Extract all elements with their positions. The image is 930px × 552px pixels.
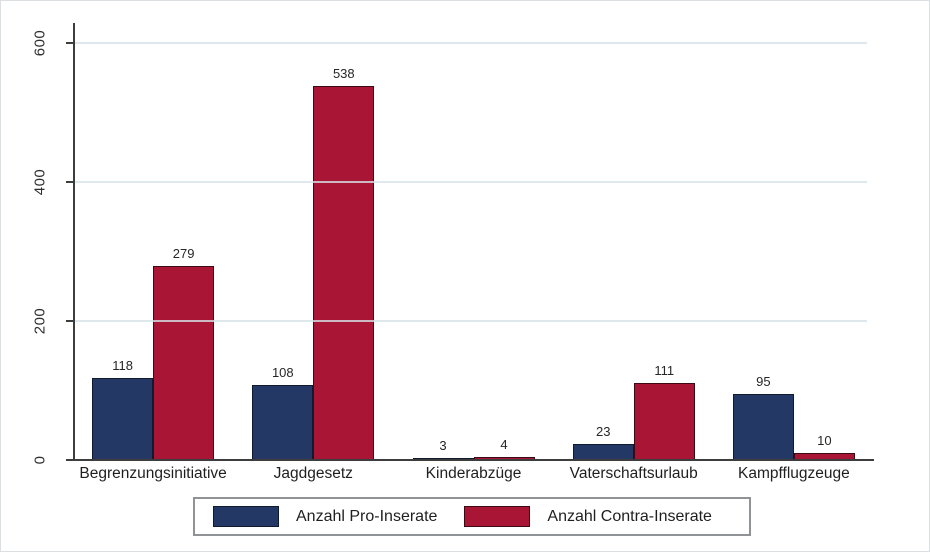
y-tick-label-400: 400	[31, 168, 49, 196]
barwrap: 279	[153, 246, 215, 460]
contra-bar-Begrenzungsinitiative	[153, 266, 215, 460]
category-slot-1: 118 279	[73, 23, 233, 460]
bar-value-label: 3	[439, 437, 447, 453]
y-tick-200	[66, 320, 73, 322]
legend-label-pro: Anzahl Pro-Inserate	[296, 507, 438, 525]
x-axis-category-labels: Begrenzungsinitiative Jagdgesetz Kinderabz…	[73, 465, 874, 489]
pro-bar-Begrenzungsinitiative	[92, 378, 154, 460]
barwrap: 108	[252, 365, 314, 460]
x-category-label-2: Jagdgesetz	[273, 465, 353, 482]
legend-item-pro: Anzahl Pro-Inserate	[213, 506, 437, 527]
plot-area: 118 279 108 538 3 4 23 111 95 10	[66, 23, 874, 461]
bar-value-label: 108	[271, 364, 294, 380]
bar-value-label: 279	[172, 246, 195, 262]
bar-group: 108 538	[252, 66, 375, 460]
gridline-600	[75, 42, 867, 44]
y-tick-400	[66, 181, 73, 183]
bar-value-label: 23	[595, 424, 611, 440]
legend: Anzahl Pro-Inserate Anzahl Contra-Insera…	[193, 497, 751, 536]
y-tick-600	[66, 42, 73, 44]
barwrap: 538	[313, 66, 375, 460]
bar-group: 23 111	[572, 363, 695, 460]
category-slot-4: 23 111	[554, 23, 714, 460]
bar-value-label: 111	[654, 362, 675, 378]
x-category-label-5: Kampfflugzeuge	[738, 465, 850, 482]
y-tick-0	[66, 459, 73, 461]
pro-bar-Jagdgesetz	[252, 384, 314, 460]
barwrap: 118	[92, 358, 154, 460]
y-tick-label-200: 200	[31, 307, 49, 335]
barwrap: 23	[572, 424, 634, 460]
barwrap: 111	[633, 363, 695, 460]
pro-series-swatch	[213, 506, 279, 527]
bar-value-label: 10	[817, 433, 832, 449]
category-slot-5: 95 10	[714, 23, 874, 460]
contra-bar-Vaterschaftsurlaub	[633, 382, 695, 460]
bar-group: 118 279	[92, 246, 215, 460]
x-axis-line	[73, 459, 874, 461]
x-category-label-4: Vaterschaftsurlaub	[569, 465, 698, 482]
gridline-200	[75, 320, 867, 322]
pro-bar-Vaterschaftsurlaub	[572, 444, 634, 460]
bar-value-label: 118	[112, 358, 133, 373]
bar-group: 95 10	[732, 374, 855, 460]
legend-label-contra: Anzahl Contra-Inserate	[547, 507, 712, 525]
gridline-400	[75, 181, 867, 183]
contra-series-swatch	[464, 506, 531, 527]
y-tick-label-0: 0	[31, 455, 49, 465]
y-axis-line	[73, 23, 75, 460]
legend-item-contra: Anzahl Contra-Inserate	[464, 506, 712, 527]
y-tick-label-600: 600	[31, 29, 49, 57]
pro-bar-Kampfflugzeuge	[732, 393, 794, 460]
x-category-label-1: Begrenzungsinitiative	[79, 465, 227, 482]
bar-value-label: 4	[500, 437, 508, 453]
bar-value-label: 538	[332, 66, 355, 82]
bar-groups: 118 279 108 538 3 4 23 111 95 10	[73, 23, 874, 460]
bar-value-label: 95	[756, 373, 771, 389]
barwrap: 95	[732, 374, 794, 460]
category-slot-2: 108 538	[233, 23, 393, 460]
contra-bar-Jagdgesetz	[313, 86, 375, 460]
x-category-label-3: Kinderabzüge	[425, 465, 522, 482]
